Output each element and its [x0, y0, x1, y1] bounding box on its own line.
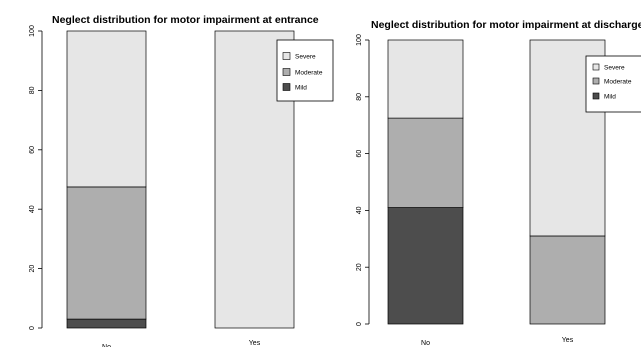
legend-label: Mild [604, 93, 616, 100]
chart-title: Neglect distribution for motor impairmen… [52, 14, 319, 26]
y-tick-label: 80 [29, 86, 36, 94]
y-tick-label: 20 [356, 263, 363, 271]
legend-swatch-mild [593, 93, 599, 99]
chart-discharge: Neglect distribution for motor impairmen… [356, 19, 641, 347]
legend: Severe Moderate Mild [277, 40, 333, 101]
bar-segment-severe [67, 31, 146, 187]
x-category-label: Yes [249, 340, 261, 347]
y-tick-label: 60 [29, 146, 36, 154]
bar-segment-severe [388, 40, 463, 118]
legend-label: Severe [295, 53, 316, 60]
legend-swatch-mild [283, 84, 290, 91]
legend-swatch-severe [593, 64, 599, 70]
y-tick-label: 20 [29, 265, 36, 273]
y-tick-label: 0 [356, 322, 363, 326]
y-tick-label: 60 [356, 150, 363, 158]
legend-label: Severe [604, 64, 625, 71]
bar-segment-moderate [67, 187, 146, 319]
x-category-label: Yes [562, 337, 574, 344]
legend-label: Mild [295, 84, 307, 91]
chart-entrance: Neglect distribution for motor impairmen… [29, 14, 333, 347]
y-tick-label: 100 [356, 34, 363, 46]
bar-segment-mild [67, 319, 146, 328]
bar-segment-moderate [530, 236, 605, 324]
y-tick-label: 40 [356, 206, 363, 214]
legend-label: Moderate [295, 69, 323, 76]
legend-swatch-moderate [593, 78, 599, 84]
y-tick-label: 100 [29, 25, 36, 37]
bar-segment-mild [388, 208, 463, 324]
y-tick-label: 80 [356, 93, 363, 101]
y-tick-label: 0 [29, 326, 36, 330]
legend: Severe Moderate Mild [586, 56, 641, 112]
x-category-label: No [421, 340, 430, 347]
legend-swatch-severe [283, 53, 290, 60]
legend-swatch-moderate [283, 69, 290, 76]
legend-label: Moderate [604, 78, 632, 85]
y-tick-label: 40 [29, 205, 36, 213]
bar-segment-moderate [388, 118, 463, 207]
chart-title: Neglect distribution for motor impairmen… [371, 19, 641, 31]
